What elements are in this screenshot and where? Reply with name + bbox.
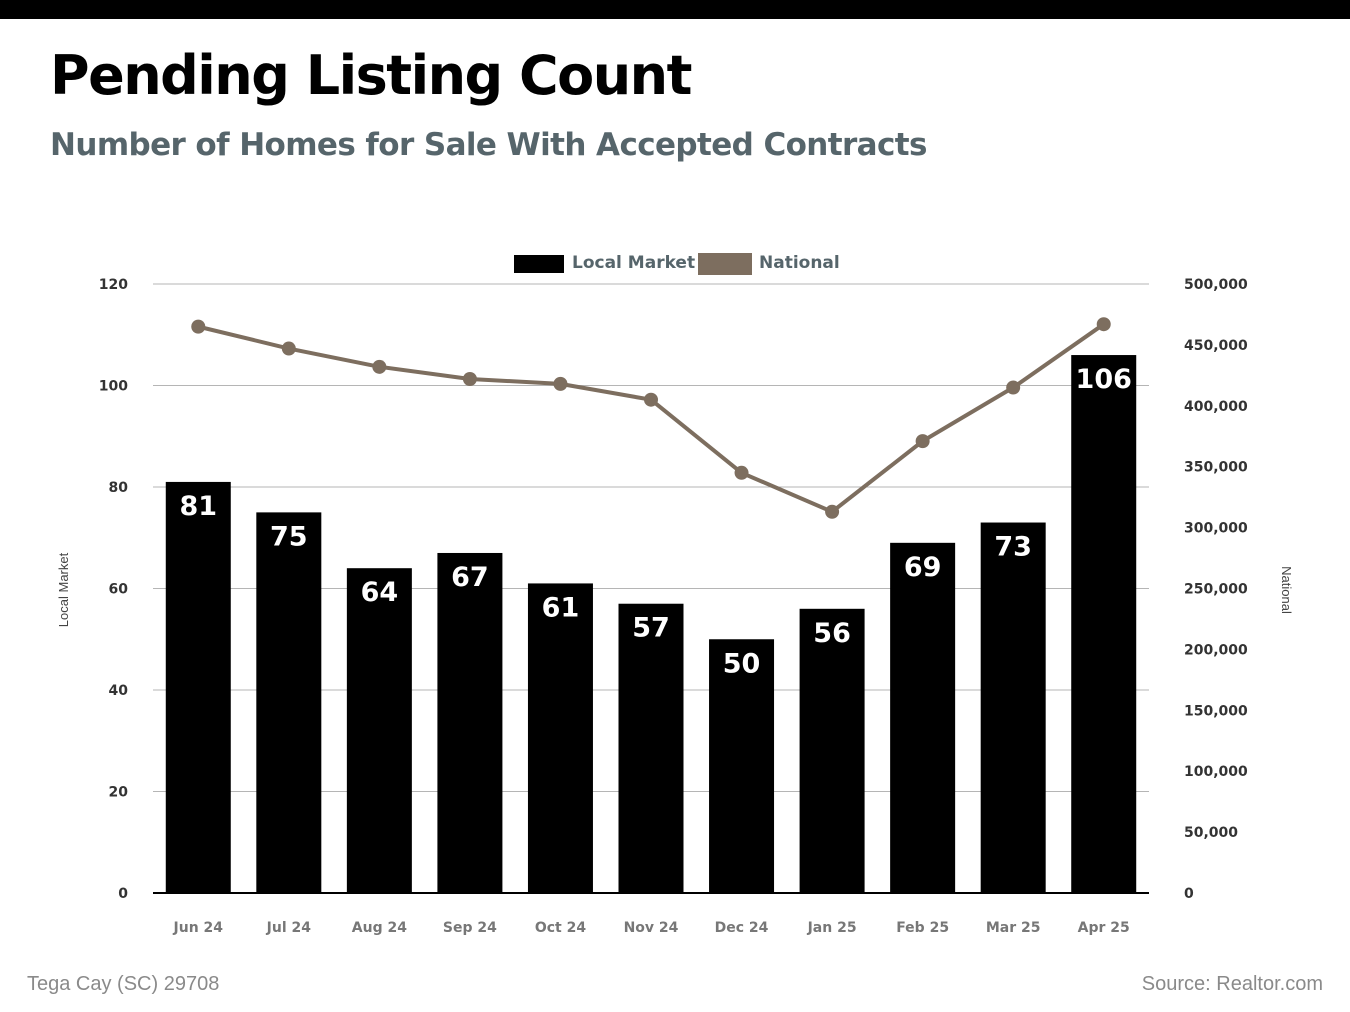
national-point xyxy=(644,392,658,407)
bar-data-label: 69 xyxy=(904,552,942,583)
bar-data-label: 56 xyxy=(813,618,851,649)
right-tick-label: 0 xyxy=(1184,886,1194,902)
bar xyxy=(618,603,684,893)
bar-data-label: 106 xyxy=(1076,364,1132,395)
left-tick-label: 120 xyxy=(99,277,128,293)
legend-label-local-market: Local Market xyxy=(572,253,695,273)
national-point xyxy=(281,341,296,356)
national-point xyxy=(372,359,387,374)
x-tick-label: Jun 24 xyxy=(173,920,224,936)
bar xyxy=(1071,355,1137,893)
local-market-bars xyxy=(165,355,1137,893)
left-axis-label: Local Market xyxy=(56,552,71,627)
location-label: Tega Cay (SC) 29708 xyxy=(27,973,220,995)
national-point xyxy=(1006,380,1021,395)
bar xyxy=(890,542,956,893)
bar xyxy=(980,522,1046,893)
right-tick-label: 150,000 xyxy=(1184,703,1248,719)
national-line-series xyxy=(191,317,1111,519)
legend-swatch-national xyxy=(698,253,752,275)
national-point xyxy=(553,376,568,391)
x-tick-label: Oct 24 xyxy=(535,920,587,936)
bar xyxy=(709,639,775,893)
right-tick-label: 400,000 xyxy=(1184,399,1248,415)
bar xyxy=(799,608,865,893)
x-tick-label: Aug 24 xyxy=(352,920,407,936)
right-tick-label: 450,000 xyxy=(1184,338,1248,354)
right-tick-label: 50,000 xyxy=(1184,825,1238,841)
national-point xyxy=(462,372,477,387)
left-tick-label: 80 xyxy=(109,480,129,496)
bar-data-label: 64 xyxy=(361,577,399,608)
x-tick-label: Jan 25 xyxy=(807,920,857,936)
right-tick-label: 100,000 xyxy=(1184,764,1248,780)
bar-data-label: 81 xyxy=(179,491,217,522)
national-point xyxy=(915,434,930,449)
bar xyxy=(346,568,412,893)
national-point xyxy=(734,465,749,480)
left-axis-ticks: 0 20 40 60 80 100 120 xyxy=(99,277,128,902)
left-tick-label: 20 xyxy=(109,785,129,801)
legend-label-national: National xyxy=(759,253,840,273)
bar-data-label: 57 xyxy=(632,613,670,644)
x-tick-label: Sep 24 xyxy=(443,920,497,936)
national-point xyxy=(825,504,840,519)
bar-data-label: 75 xyxy=(270,521,308,552)
right-tick-label: 300,000 xyxy=(1184,521,1248,537)
legend-swatch-local-market xyxy=(514,255,564,273)
bar xyxy=(256,512,322,893)
left-tick-label: 100 xyxy=(99,379,128,395)
right-axis-label: National xyxy=(1279,566,1294,614)
bar xyxy=(527,583,593,893)
page-subtitle: Number of Homes for Sale With Accepted C… xyxy=(50,127,927,163)
x-tick-label: Dec 24 xyxy=(715,920,769,936)
left-tick-label: 60 xyxy=(109,582,129,598)
bar xyxy=(165,481,231,893)
bar-data-label: 73 xyxy=(994,532,1032,563)
x-tick-label: Jul 24 xyxy=(266,920,312,936)
legend: Local Market National xyxy=(514,253,840,275)
right-tick-label: 200,000 xyxy=(1184,642,1248,658)
bar xyxy=(437,552,503,893)
bar-data-label: 61 xyxy=(542,592,580,623)
page-title: Pending Listing Count xyxy=(50,44,692,107)
right-tick-label: 250,000 xyxy=(1184,582,1248,598)
national-point xyxy=(191,319,206,334)
right-axis-ticks: 0 50,000 100,000 150,000 200,000 250,000 300,0… xyxy=(1184,277,1248,902)
top-bar xyxy=(0,0,1350,19)
bar-data-labels: 81 75 64 67 61 57 50 56 69 73 106 xyxy=(179,364,1131,679)
x-tick-label: Mar 25 xyxy=(986,920,1041,936)
source-label: Source: Realtor.com xyxy=(1141,973,1323,995)
bar-data-label: 50 xyxy=(723,648,761,679)
left-tick-label: 40 xyxy=(109,683,129,699)
bar-data-label: 67 xyxy=(451,562,489,593)
x-tick-label: Feb 25 xyxy=(896,920,949,936)
x-tick-label: Nov 24 xyxy=(624,920,679,936)
x-tick-label: Apr 25 xyxy=(1078,920,1130,936)
right-tick-label: 500,000 xyxy=(1184,277,1248,293)
left-tick-label: 0 xyxy=(118,886,128,902)
national-point xyxy=(1096,317,1111,332)
national-line xyxy=(197,322,1105,514)
x-axis-ticks: Jun 24 Jul 24 Aug 24 Sep 24 Oct 24 Nov 24 Dec … xyxy=(173,920,1130,936)
right-tick-label: 350,000 xyxy=(1184,460,1248,476)
